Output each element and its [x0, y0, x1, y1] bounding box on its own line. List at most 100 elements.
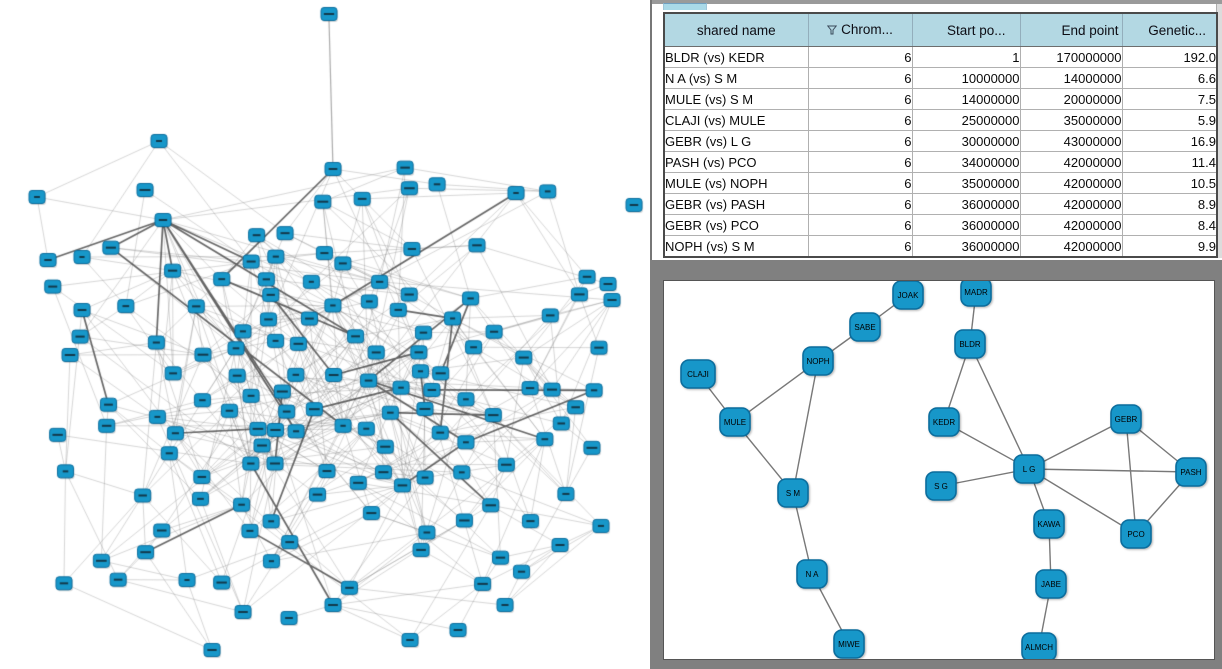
table-cell-genetic[interactable]: 16.9	[1121, 130, 1218, 152]
table-cell-chromosome[interactable]: 6	[807, 214, 913, 236]
network-node[interactable]: MIWE	[833, 629, 865, 659]
table-row[interactable]: GEBR (vs) L G 6 30000000 43000000 16.9	[663, 130, 1218, 152]
table-row[interactable]: MULE (vs) S M 6 14000000 20000000 7.5	[663, 88, 1218, 110]
table-cell-shared_name[interactable]: GEBR (vs) PCO	[663, 214, 809, 236]
network-node[interactable]: KAWA	[1033, 509, 1065, 539]
node-shape[interactable]	[796, 559, 828, 589]
table-cell-end[interactable]: 42000000	[1019, 235, 1123, 258]
table-cell-end[interactable]: 170000000	[1019, 46, 1123, 68]
node-shape[interactable]	[1175, 457, 1207, 487]
network-node[interactable]: CLAJI	[680, 359, 716, 389]
node-shape[interactable]	[960, 280, 992, 307]
table-cell-shared_name[interactable]: PASH (vs) PCO	[663, 151, 809, 173]
table-cell-end[interactable]: 42000000	[1019, 172, 1123, 194]
table-row[interactable]: GEBR (vs) PASH 6 36000000 42000000 8.9	[663, 193, 1218, 215]
node-shape[interactable]	[680, 359, 716, 389]
column-header-end-point[interactable]: End point	[1019, 12, 1123, 47]
node-shape[interactable]	[1120, 519, 1152, 549]
network-node[interactable]: GEBR	[1110, 404, 1142, 434]
table-cell-shared_name[interactable]: BLDR (vs) KEDR	[663, 46, 809, 68]
table-cell-chromosome[interactable]: 6	[807, 151, 913, 173]
network-node[interactable]: BLDR	[954, 329, 986, 359]
table-cell-shared_name[interactable]: NOPH (vs) S M	[663, 235, 809, 258]
table-row[interactable]: CLAJI (vs) MULE 6 25000000 35000000 5.9	[663, 109, 1218, 131]
table-cell-end[interactable]: 20000000	[1019, 88, 1123, 110]
table-row[interactable]: PASH (vs) PCO 6 34000000 42000000 11.4	[663, 151, 1218, 173]
node-shape[interactable]	[1021, 632, 1057, 660]
table-cell-genetic[interactable]: 5.9	[1121, 109, 1218, 131]
node-shape[interactable]	[802, 346, 834, 376]
network-edge[interactable]	[1028, 418, 1127, 470]
column-header-chromosome[interactable]: Chrom...	[807, 12, 913, 47]
node-shape[interactable]	[954, 329, 986, 359]
table-cell-chromosome[interactable]: 6	[807, 130, 913, 152]
network-node[interactable]: PASH	[1175, 457, 1207, 487]
network-edge[interactable]	[1028, 468, 1192, 473]
network-edge[interactable]	[1028, 468, 1137, 535]
table-cell-chromosome[interactable]: 6	[807, 46, 913, 68]
table-cell-shared_name[interactable]: N A (vs) S M	[663, 67, 809, 89]
network-edge[interactable]	[969, 343, 1030, 470]
network-node[interactable]: N A	[796, 559, 828, 589]
node-shape[interactable]	[1033, 509, 1065, 539]
column-header-genetic[interactable]: Genetic...	[1121, 12, 1218, 47]
table-cell-end[interactable]: 14000000	[1019, 67, 1123, 89]
network-node[interactable]: MADR	[960, 280, 992, 307]
network-node[interactable]: SABE	[849, 312, 881, 342]
table-cell-start[interactable]: 35000000	[911, 172, 1021, 194]
network-node[interactable]: JABE	[1035, 569, 1067, 599]
network-node[interactable]: NOPH	[802, 346, 834, 376]
table-cell-end[interactable]: 42000000	[1019, 214, 1123, 236]
table-panel-tab[interactable]	[663, 3, 707, 10]
table-cell-start[interactable]: 30000000	[911, 130, 1021, 152]
network-node[interactable]: PCO	[1120, 519, 1152, 549]
table-cell-end[interactable]: 43000000	[1019, 130, 1123, 152]
network-node[interactable]: ALMCH	[1021, 632, 1057, 660]
small-network-canvas[interactable]: JOAK MADR SABE BLDR NOPH CLAJI MULE KEDR GEBR L G…	[663, 280, 1215, 660]
table-cell-genetic[interactable]: 8.9	[1121, 193, 1218, 215]
node-shape[interactable]	[925, 471, 957, 501]
table-row[interactable]: MULE (vs) NOPH 6 35000000 42000000 10.5	[663, 172, 1218, 194]
table-cell-start[interactable]: 1	[911, 46, 1021, 68]
table-cell-shared_name[interactable]: GEBR (vs) PASH	[663, 193, 809, 215]
table-row[interactable]: BLDR (vs) KEDR 6 1 170000000 192.0	[663, 46, 1218, 68]
table-cell-genetic[interactable]: 10.5	[1121, 172, 1218, 194]
node-shape[interactable]	[892, 281, 924, 310]
table-cell-shared_name[interactable]: CLAJI (vs) MULE	[663, 109, 809, 131]
filter-icon[interactable]	[827, 25, 838, 35]
table-cell-shared_name[interactable]: GEBR (vs) L G	[663, 130, 809, 152]
table-cell-genetic[interactable]: 192.0	[1121, 46, 1218, 68]
table-row[interactable]: GEBR (vs) PCO 6 36000000 42000000 8.4	[663, 214, 1218, 236]
table-cell-shared_name[interactable]: MULE (vs) NOPH	[663, 172, 809, 194]
table-cell-start[interactable]: 34000000	[911, 151, 1021, 173]
node-shape[interactable]	[1013, 454, 1045, 484]
node-shape[interactable]	[719, 407, 751, 437]
table-cell-start[interactable]: 36000000	[911, 214, 1021, 236]
table-cell-shared_name[interactable]: MULE (vs) S M	[663, 88, 809, 110]
node-shape[interactable]	[928, 407, 960, 437]
network-node[interactable]: MULE	[719, 407, 751, 437]
table-cell-end[interactable]: 42000000	[1019, 193, 1123, 215]
table-row[interactable]: N A (vs) S M 6 10000000 14000000 6.6	[663, 67, 1218, 89]
table-cell-end[interactable]: 35000000	[1019, 109, 1123, 131]
network-node[interactable]: S M	[777, 478, 809, 508]
network-node[interactable]: KEDR	[928, 407, 960, 437]
table-cell-genetic[interactable]: 8.4	[1121, 214, 1218, 236]
table-cell-start[interactable]: 14000000	[911, 88, 1021, 110]
node-shape[interactable]	[777, 478, 809, 508]
table-cell-genetic[interactable]: 9.9	[1121, 235, 1218, 258]
node-shape[interactable]	[849, 312, 881, 342]
network-edge[interactable]	[1125, 418, 1137, 535]
table-cell-chromosome[interactable]: 6	[807, 235, 913, 258]
network-node[interactable]: JOAK	[892, 281, 924, 310]
large-network-canvas[interactable]	[0, 0, 650, 669]
table-row[interactable]: NOPH (vs) S M 6 36000000 42000000 9.9	[663, 235, 1218, 258]
table-cell-genetic[interactable]: 11.4	[1121, 151, 1218, 173]
table-cell-genetic[interactable]: 7.5	[1121, 88, 1218, 110]
table-cell-chromosome[interactable]: 6	[807, 193, 913, 215]
column-header-shared-name[interactable]: shared name	[663, 12, 809, 47]
table-cell-chromosome[interactable]: 6	[807, 109, 913, 131]
table-cell-chromosome[interactable]: 6	[807, 88, 913, 110]
network-node[interactable]: S G	[925, 471, 957, 501]
network-node[interactable]: L G	[1013, 454, 1045, 484]
